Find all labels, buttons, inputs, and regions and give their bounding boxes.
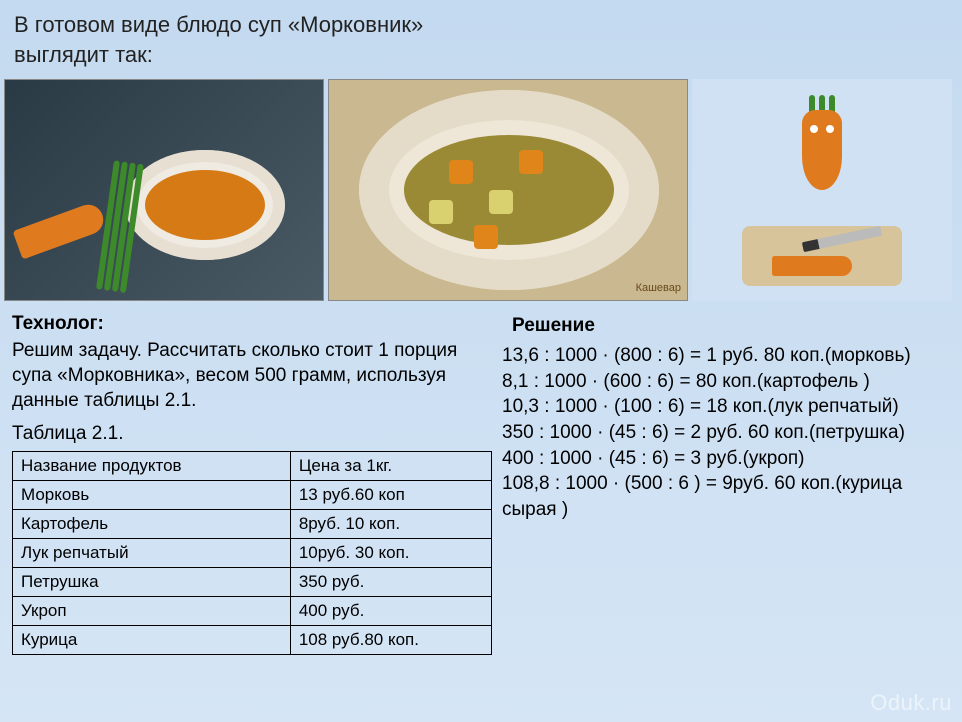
solution-line: 108,8 : 1000 · (500 : 6 ) = 9руб. 60 коп…	[502, 471, 942, 522]
veg-cube	[474, 225, 498, 249]
table-row: Укроп400 руб.	[13, 597, 492, 626]
solution-line: 10,3 : 1000 · (100 : 6) = 18 коп.(лук ре…	[502, 394, 942, 420]
table-cell: Курица	[13, 626, 291, 655]
title-line2: выглядит так:	[14, 42, 153, 67]
carrot-shape	[13, 201, 108, 260]
solution-heading: Решение	[502, 313, 942, 339]
table-cell: Морковь	[13, 481, 291, 510]
table-cell: Петрушка	[13, 568, 291, 597]
table-cell: Лук репчатый	[13, 539, 291, 568]
table-cell: Укроп	[13, 597, 291, 626]
table-cell: 400 руб.	[290, 597, 491, 626]
table-cell: 10руб. 30 коп.	[290, 539, 491, 568]
table-row: Курица108 руб.80 коп.	[13, 626, 492, 655]
task-column: Технолог: Решим задачу. Рассчитать сколь…	[12, 313, 492, 655]
table-row: Морковь13 руб.60 коп	[13, 481, 492, 510]
veg-cube	[429, 200, 453, 224]
table-header-row: Название продуктов Цена за 1кг.	[13, 452, 492, 481]
table-cell: 8руб. 10 коп.	[290, 510, 491, 539]
solution-line: 350 : 1000 · (45 : 6) = 2 руб. 60 коп.(п…	[502, 420, 942, 446]
carrot-character-icon	[797, 95, 847, 195]
solution-lines: 13,6 : 1000 · (800 : 6) = 1 руб. 80 коп.…	[502, 343, 942, 522]
veg-cube	[489, 190, 513, 214]
solution-column: Решение 13,6 : 1000 · (800 : 6) = 1 руб.…	[502, 313, 942, 655]
soup-photo-2: Кашевар	[328, 79, 688, 301]
veg-cube	[519, 150, 543, 174]
lower-content: Технолог: Решим задачу. Рассчитать сколь…	[0, 305, 962, 655]
veg-cube	[449, 160, 473, 184]
table-row: Картофель8руб. 10 коп.	[13, 510, 492, 539]
task-text: Решим задачу. Рассчитать сколько стоит 1…	[12, 339, 492, 413]
table-cell: Картофель	[13, 510, 291, 539]
title-line1: В готовом виде блюдо суп «Морковник»	[14, 12, 423, 37]
soup-bowl-shape	[125, 150, 285, 260]
clipart-column	[692, 79, 952, 301]
table-row: Лук репчатый10руб. 30 коп.	[13, 539, 492, 568]
price-table: Название продуктов Цена за 1кг. Морковь1…	[12, 451, 492, 655]
table-cell: 350 руб.	[290, 568, 491, 597]
solution-line: 8,1 : 1000 · (600 : 6) = 80 коп.(картофе…	[502, 369, 942, 395]
carrot-on-board-icon	[772, 256, 852, 276]
table-col-price: Цена за 1кг.	[290, 452, 491, 481]
page-watermark: Oduk.ru	[870, 690, 952, 716]
slide-title: В готовом виде блюдо суп «Морковник» выг…	[0, 0, 962, 75]
solution-line: 13,6 : 1000 · (800 : 6) = 1 руб. 80 коп.…	[502, 343, 942, 369]
table-caption: Таблица 2.1.	[12, 423, 492, 445]
photo-watermark: Кашевар	[636, 282, 681, 294]
solution-line: 400 : 1000 · (45 : 6) = 3 руб.(укроп)	[502, 446, 942, 472]
table-row: Петрушка350 руб.	[13, 568, 492, 597]
knife-icon	[802, 226, 882, 252]
cutting-board-icon	[742, 226, 902, 286]
table-cell: 13 руб.60 коп	[290, 481, 491, 510]
soup-photo-1	[4, 79, 324, 301]
photo-row: Кашевар	[0, 75, 962, 305]
table-col-name: Название продуктов	[13, 452, 291, 481]
table-cell: 108 руб.80 коп.	[290, 626, 491, 655]
technolog-heading: Технолог:	[12, 313, 492, 335]
